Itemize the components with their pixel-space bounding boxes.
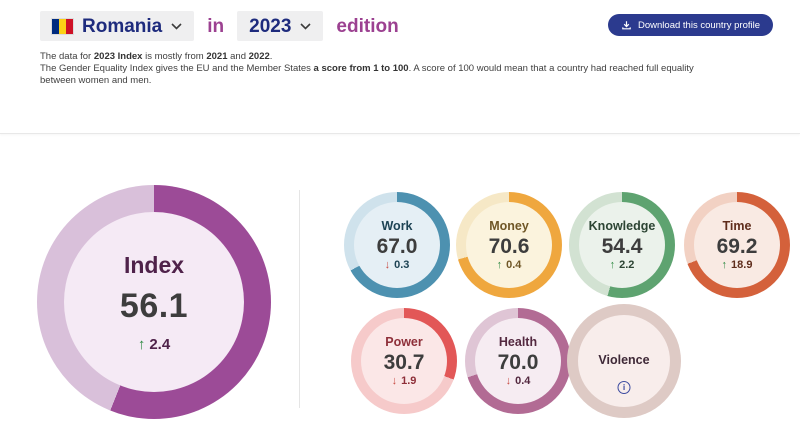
domain-gauge-health[interactable]: Health 70.0 ↓ 0.4: [465, 308, 571, 414]
health-gauge-title: Health: [498, 334, 538, 349]
health-gauge-change-value: 0.4: [515, 375, 531, 388]
power-gauge-title: Power: [385, 334, 423, 349]
index-gauge-value: 56.1: [119, 286, 189, 325]
chevron-down-icon: [171, 22, 182, 30]
edition-label: edition: [336, 15, 399, 37]
trend-up-arrow-icon: ↑: [609, 259, 616, 272]
year-select-label: 2023: [249, 15, 292, 37]
violence-gauge-title: Violence: [598, 353, 650, 367]
money-gauge-title: Money: [489, 218, 529, 233]
health-gauge-value: 70.0: [497, 350, 539, 374]
work-gauge-center: Work 67.0 ↓ 0.3: [354, 202, 440, 288]
domain-gauge-money[interactable]: Money 70.6 ↑ 0.4: [456, 192, 562, 298]
country-select-label: Romania: [82, 15, 163, 37]
header-section: Romania in 2023 edition Download this co…: [0, 0, 800, 134]
year-select[interactable]: 2023: [237, 11, 324, 41]
work-gauge-title: Work: [381, 218, 413, 233]
power-gauge-center: Power 30.7 ↓ 1.9: [361, 318, 447, 404]
power-gauge-change-value: 1.9: [401, 375, 417, 388]
intro-line-1: The data for 2023 Index is mostly from 2…: [40, 51, 273, 62]
in-label: in: [207, 15, 225, 37]
download-country-profile-button[interactable]: Download this country profile: [608, 14, 773, 36]
edition-selector-row: Romania in 2023 edition: [40, 11, 399, 41]
work-gauge-change-value: 0.3: [394, 259, 410, 272]
index-gauge-center: Index 56.1 ↑ 2.4: [64, 212, 244, 392]
work-gauge-change: ↓ 0.3: [385, 259, 410, 271]
time-gauge-title: Time: [722, 218, 752, 233]
time-gauge-change-value: 18.9: [731, 259, 753, 272]
knowledge-gauge-change: ↑ 2.2: [610, 259, 635, 271]
romania-flag-icon: [52, 18, 73, 34]
intro-line-2: The Gender Equality Index gives the EU a…: [40, 63, 694, 86]
health-gauge-center: Health 70.0 ↓ 0.4: [475, 318, 561, 404]
money-gauge-change-value: 0.4: [506, 259, 522, 272]
vertical-divider: [299, 190, 300, 408]
health-gauge-change: ↓ 0.4: [506, 375, 531, 387]
trend-up-arrow-icon: ↑: [721, 259, 728, 272]
trend-down-arrow-icon: ↓: [384, 259, 391, 272]
knowledge-gauge-value: 54.4: [601, 234, 643, 258]
power-gauge-value: 30.7: [383, 350, 425, 374]
knowledge-gauge-center: Knowledge 54.4 ↑ 2.2: [579, 202, 665, 288]
index-gauge-change-value: 2.4: [149, 335, 171, 353]
domain-gauge-power[interactable]: Power 30.7 ↓ 1.9: [351, 308, 457, 414]
time-gauge-change: ↑ 18.9: [722, 259, 753, 271]
chevron-down-icon: [300, 22, 311, 30]
money-gauge-value: 70.6: [488, 234, 530, 258]
download-button-label: Download this country profile: [638, 19, 760, 31]
violence-gauge-center: Violence i: [578, 315, 670, 407]
download-icon: [622, 20, 631, 29]
index-gauge-change: ↑ 2.4: [138, 336, 170, 353]
trend-up-arrow-icon: ↑: [496, 259, 503, 272]
domain-gauge-violence[interactable]: Violence i: [567, 304, 681, 418]
trend-down-arrow-icon: ↓: [505, 375, 512, 388]
knowledge-gauge-title: Knowledge: [588, 218, 656, 233]
domain-gauge-work[interactable]: Work 67.0 ↓ 0.3: [344, 192, 450, 298]
time-gauge-value: 69.2: [716, 234, 758, 258]
info-icon[interactable]: i: [617, 381, 631, 394]
knowledge-gauge-change-value: 2.2: [619, 259, 635, 272]
index-gauge-title: Index: [123, 251, 185, 278]
power-gauge-change: ↓ 1.9: [392, 375, 417, 387]
money-gauge-center: Money 70.6 ↑ 0.4: [466, 202, 552, 288]
domain-gauge-time[interactable]: Time 69.2 ↑ 18.9: [684, 192, 790, 298]
index-gauge: Index 56.1 ↑ 2.4: [37, 185, 271, 419]
trend-down-arrow-icon: ↓: [391, 375, 398, 388]
intro-text: The data for 2023 Index is mostly from 2…: [40, 51, 718, 87]
time-gauge-center: Time 69.2 ↑ 18.9: [694, 202, 780, 288]
domain-gauge-knowledge[interactable]: Knowledge 54.4 ↑ 2.2: [569, 192, 675, 298]
work-gauge-value: 67.0: [376, 234, 418, 258]
money-gauge-change: ↑ 0.4: [497, 259, 522, 271]
country-select[interactable]: Romania: [40, 11, 195, 41]
trend-up-arrow-icon: ↑: [137, 335, 146, 353]
